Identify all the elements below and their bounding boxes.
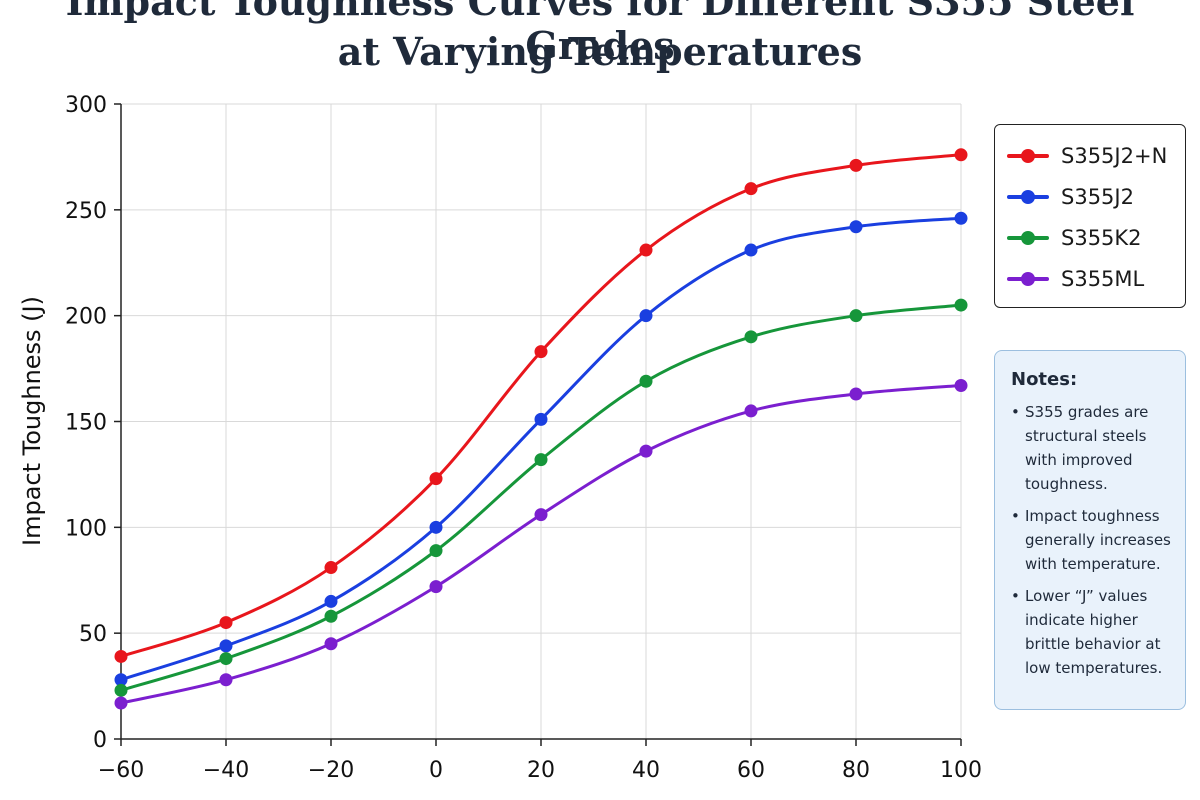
data-point-s355ml <box>114 696 128 710</box>
data-point-s355ml <box>744 404 758 418</box>
x-tick-label: −20 <box>308 758 354 783</box>
data-point-s355j2 <box>954 211 968 225</box>
data-point-s355ml <box>534 508 548 522</box>
data-point-s355k2 <box>639 374 653 388</box>
legend-label: S355J2+N <box>1061 143 1168 168</box>
data-point-s355j2-n <box>744 182 758 196</box>
data-point-s355k2 <box>219 652 233 666</box>
legend: S355J2+N S355J2 S355K2 S355ML <box>994 124 1186 308</box>
data-point-s355ml <box>954 379 968 393</box>
axes <box>114 103 962 746</box>
data-point-s355j2 <box>534 412 548 426</box>
data-point-s355ml <box>429 580 443 594</box>
notes-panel: Notes: S355 grades are structural steels… <box>994 350 1186 710</box>
legend-swatch <box>1007 146 1049 166</box>
data-point-s355k2 <box>114 683 128 697</box>
notes-list: S355 grades are structural steels with i… <box>1011 400 1173 680</box>
legend-item: S355K2 <box>1007 217 1185 258</box>
data-point-s355ml <box>219 673 233 687</box>
note-item: Lower “J” values indicate higher brittle… <box>1011 584 1173 680</box>
x-tick-label: 0 <box>429 758 443 783</box>
data-point-s355j2 <box>429 520 443 534</box>
data-point-s355k2 <box>534 453 548 467</box>
y-tick-label: 250 <box>65 199 107 224</box>
legend-swatch <box>1007 228 1049 248</box>
legend-item: S355J2+N <box>1007 135 1185 176</box>
data-point-s355j2 <box>849 220 863 234</box>
data-point-s355ml <box>324 637 338 651</box>
data-point-s355j2-n <box>849 158 863 172</box>
y-axis-label: Impact Toughness (J) <box>18 296 46 546</box>
legend-label: S355K2 <box>1061 225 1142 250</box>
y-tick-label: 200 <box>65 305 107 330</box>
data-point-s355j2-n <box>429 472 443 486</box>
note-item: Impact toughness generally increases wit… <box>1011 504 1173 576</box>
data-point-s355j2-n <box>954 148 968 162</box>
data-point-s355j2-n <box>219 616 233 630</box>
data-point-s355ml <box>849 387 863 401</box>
data-point-s355j2 <box>324 594 338 608</box>
note-item: S355 grades are structural steels with i… <box>1011 400 1173 496</box>
legend-item: S355ML <box>1007 258 1185 299</box>
y-tick-label: 150 <box>65 411 107 436</box>
x-tick-label: 40 <box>632 758 660 783</box>
legend-label: S355J2 <box>1061 184 1134 209</box>
data-point-s355k2 <box>954 298 968 312</box>
data-point-s355j2 <box>219 639 233 653</box>
y-tick-label: 300 <box>65 93 107 118</box>
x-tick-label: 80 <box>842 758 870 783</box>
chart-title-line-2: at Varying Temperatures <box>337 29 863 74</box>
chart-title: Impact Toughness Curves for Different S3… <box>65 0 1135 68</box>
data-point-s355k2 <box>324 609 338 623</box>
x-tick-label: 100 <box>940 758 982 783</box>
series-lines <box>114 148 968 710</box>
data-point-s355k2 <box>849 309 863 323</box>
notes-title: Notes: <box>1011 369 1078 390</box>
x-tick-label: 20 <box>527 758 555 783</box>
y-tick-label: 0 <box>93 728 107 753</box>
data-point-s355j2-n <box>534 345 548 359</box>
legend-swatch <box>1007 187 1049 207</box>
data-point-s355k2 <box>429 544 443 558</box>
legend-item: S355J2 <box>1007 176 1185 217</box>
legend-label: S355ML <box>1061 266 1145 291</box>
data-point-s355k2 <box>744 330 758 344</box>
data-point-s355j2-n <box>324 561 338 575</box>
data-point-s355j2-n <box>114 649 128 663</box>
data-point-s355ml <box>639 444 653 458</box>
data-point-s355j2-n <box>639 243 653 257</box>
y-tick-label: 50 <box>79 622 107 647</box>
x-tick-label: 60 <box>737 758 765 783</box>
x-tick-label: −60 <box>98 758 144 783</box>
data-point-s355j2 <box>744 243 758 257</box>
y-tick-label: 100 <box>65 516 107 541</box>
y-tick-labels: 0 50 100 150 200 250 300 <box>65 93 107 753</box>
legend-swatch <box>1007 269 1049 289</box>
data-point-s355j2 <box>639 309 653 323</box>
data-point-s355j2 <box>114 673 128 687</box>
x-tick-labels: −60 −40 −20 0 20 40 60 80 100 <box>98 758 982 783</box>
x-tick-label: −40 <box>203 758 249 783</box>
